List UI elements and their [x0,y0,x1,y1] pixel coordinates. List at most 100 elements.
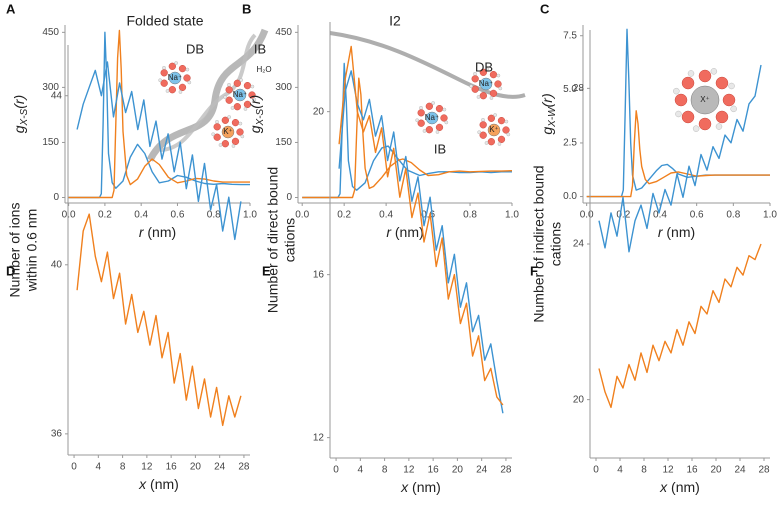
hydrogen [730,105,737,113]
annotation: IB [254,41,266,56]
hydrogen [484,141,489,145]
x-tick-label: 8 [382,465,388,476]
hydrogen [481,117,485,122]
y-label-sub: X-W [547,106,558,128]
annotation: Na⁺ [233,90,247,99]
water [233,79,241,87]
x-axis-label: r (nm) [139,224,176,240]
y-label-main: g [247,125,263,133]
x-axis-label: r (nm) [658,224,695,240]
dna-helix [159,33,257,152]
x-tick-label: 24 [734,465,746,476]
x-tick-label: 4 [96,462,102,473]
hydrogen [473,71,477,76]
hydrogen [476,95,481,99]
x-tick-label: 0 [333,465,339,476]
y-axis-label: Number of ions [7,203,23,298]
x-tick-label: 0.6 [690,210,704,221]
water [183,74,191,82]
water [213,133,221,141]
y-label-main: g [11,125,27,133]
annotation: H₂O [256,65,271,74]
data-line [598,64,762,253]
chart-title: I2 [389,13,401,29]
water [168,62,176,70]
x-label-unit: (nm) [412,479,441,495]
x-label-unit: (nm) [147,224,176,240]
water [479,92,487,100]
water [715,76,729,90]
water [243,81,252,90]
x-tick-label: 8 [641,465,647,476]
water [681,76,695,90]
annotation: Na⁺ [168,73,182,82]
hydrogen [174,61,178,65]
ion [221,125,235,139]
hydrogen [239,78,243,82]
data-line [68,29,250,199]
x-label-var: r [386,224,392,240]
water [722,93,736,107]
hydrogen [687,70,695,77]
data-line [68,31,250,199]
hydrogen [504,119,509,124]
hydrogen [187,80,192,85]
water [435,123,444,132]
hydrogen [218,143,223,147]
x-tick-label: 1.0 [763,210,777,221]
hydrogen [227,82,231,87]
x-tick-label: 24 [214,462,226,473]
x-label-unit: (nm) [671,479,700,495]
y-tick-label: 150 [275,137,292,148]
x-tick-label: 0.4 [653,210,667,221]
hydrogen [419,105,423,110]
x-label-var: x [138,476,147,492]
hydrogen [715,123,723,130]
x-label-var: r [139,224,145,240]
annotation: IB [434,141,446,156]
data-line [338,70,504,414]
hydrogen [435,130,440,134]
water [233,103,241,111]
y-tick-label: 28 [573,83,585,94]
ion [690,85,720,115]
hydrogen [692,125,700,132]
y-axis-label: cations [548,222,564,266]
panel-label: B [242,1,251,16]
water [160,69,168,77]
x-tick-label: 0.6 [170,210,184,221]
x-tick-label: 20 [452,465,464,476]
annotation: DB [475,59,493,74]
hydrogen [227,115,231,119]
dna-strand [329,31,526,99]
hydrogen [431,101,435,105]
water [425,102,433,110]
annotation: K⁺ [489,125,499,134]
water [213,123,221,131]
y-axis-label: gX-W(r) [539,93,558,134]
ion [233,88,247,102]
hydrogen [238,121,243,126]
water [243,100,252,109]
hydrogen [158,78,162,83]
water [715,110,729,124]
water [221,140,229,148]
water [489,89,498,98]
hydrogen [673,87,680,95]
panel-label: F [530,263,538,278]
x-axis-label: x (nm) [659,479,700,495]
y-tick-label: 24 [573,239,585,250]
water [487,138,495,146]
x-axis-label: x (nm) [400,479,441,495]
ion [425,111,439,125]
annotation: Na⁺ [479,79,493,88]
hydrogen [493,113,497,117]
water [479,121,487,129]
x-tick-label: 4 [617,465,623,476]
hydrogen [162,65,166,70]
water [425,126,433,134]
water [160,79,168,87]
y-label-sub: X-S [19,108,30,126]
water [479,68,487,76]
hydrogen [675,110,682,118]
